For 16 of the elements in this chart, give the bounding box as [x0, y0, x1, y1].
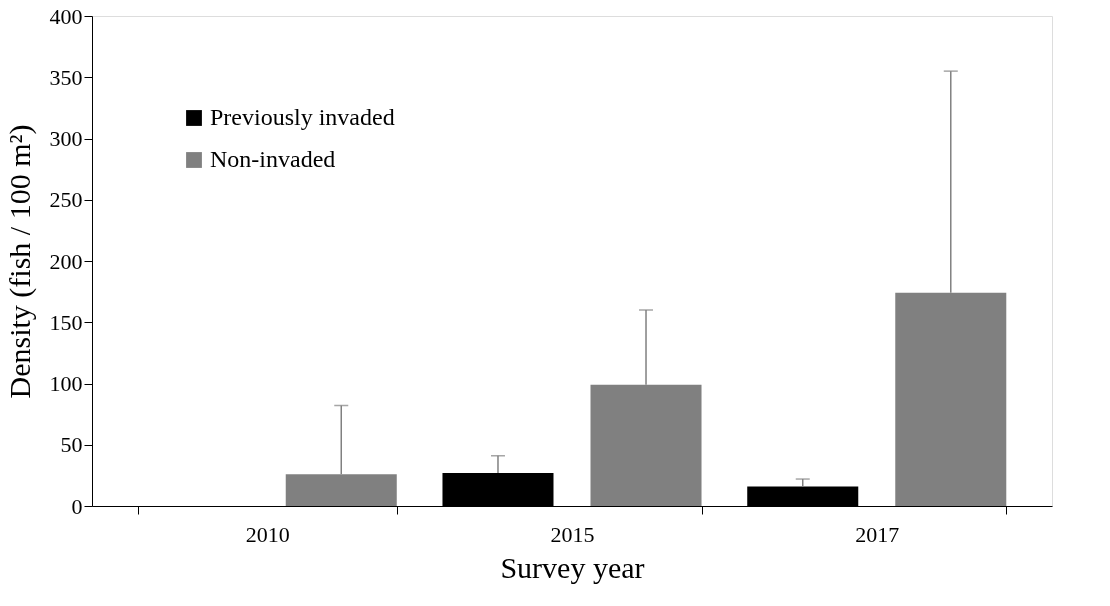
y-tick-label: 350	[49, 64, 83, 90]
y-tick-label: 150	[49, 309, 83, 335]
legend-label: Non-invaded	[210, 146, 336, 172]
y-tick-label: 400	[49, 3, 83, 29]
y-tick-label: 0	[71, 493, 83, 519]
x-tick-label: 2010	[245, 521, 290, 547]
x-tick-label: 2015	[550, 521, 595, 547]
x-tick-label: 2017	[855, 521, 900, 547]
y-tick-label: 100	[49, 371, 83, 396]
y-tick-label: 250	[49, 187, 83, 213]
x-axis-title: Survey year	[500, 550, 645, 584]
y-axis-title: Density (fish / 100 m²)	[2, 124, 37, 399]
y-tick-label: 50	[60, 432, 83, 458]
y-tick-label: 200	[49, 248, 83, 274]
y-tick-label: 300	[49, 126, 83, 151]
legend-label: Previously invaded	[210, 104, 395, 130]
